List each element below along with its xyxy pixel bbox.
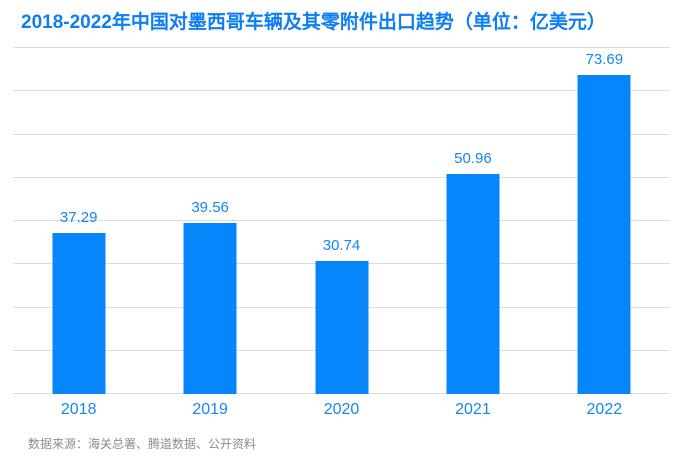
bar-slot-2021: 50.96 — [407, 48, 538, 394]
bar-slot-2019: 39.56 — [144, 48, 275, 394]
grid-line-70 — [13, 90, 670, 92]
bar-slot-2018: 37.29 — [13, 48, 144, 394]
chart-title: 2018-2022年中国对墨西哥车辆及其零附件出口趋势（单位：亿美元） — [21, 12, 606, 33]
bar-2020 — [315, 261, 369, 394]
x-axis-label-2022: 2022 — [586, 401, 623, 418]
bar-2021 — [446, 174, 500, 394]
grid-line-40 — [13, 220, 670, 221]
grid-line-50 — [13, 176, 670, 178]
bar-value-label-2021: 50.96 — [454, 150, 492, 167]
source-note: 数据来源：海关总署、腾道数据、公开资料 — [28, 437, 257, 451]
bar-value-label-2019: 39.56 — [191, 199, 229, 216]
bar-value-label-2018: 37.29 — [59, 209, 98, 226]
grid-line-80 — [13, 47, 670, 48]
bar-slot-2020: 30.74 — [276, 48, 407, 394]
grid-line-60 — [13, 133, 670, 135]
x-axis-label-2020: 2020 — [323, 401, 360, 418]
bar-2019 — [183, 223, 237, 394]
bar-2022 — [577, 75, 631, 394]
bars-container: 37.29 39.56 30.74 50.96 73.69 — [13, 48, 670, 394]
plot-area: 37.29 39.56 30.74 50.96 73.69 — [13, 47, 670, 394]
bar-value-label-2022: 73.69 — [585, 51, 624, 68]
x-axis-label-2019: 2019 — [192, 401, 228, 418]
x-axis-label-2018: 2018 — [60, 401, 97, 418]
x-axis-label-2021: 2021 — [455, 401, 491, 418]
bar-value-label-2020: 30.74 — [322, 237, 361, 254]
bar-2018 — [52, 233, 106, 394]
x-axis-labels: 2018 2019 2020 2021 2022 — [13, 400, 670, 420]
bar-slot-2022: 73.69 — [539, 48, 670, 394]
